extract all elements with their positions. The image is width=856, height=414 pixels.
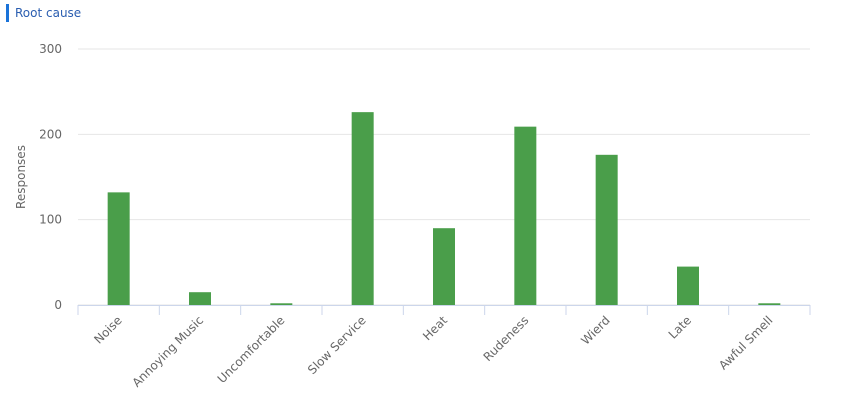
bar (758, 303, 781, 305)
y-tick-label: 200 (39, 127, 62, 141)
bar (433, 228, 455, 305)
bar (189, 292, 211, 305)
y-tick-label: 0 (54, 298, 62, 312)
x-tick-label: Wierd (578, 313, 612, 347)
x-tick-label: Annoying Music (129, 313, 206, 390)
y-axis-label: Responses (14, 145, 28, 209)
x-tick-label: Heat (420, 313, 450, 343)
x-tick-label: Uncomfortable (215, 313, 288, 386)
x-tick-label: Awful Smell (716, 313, 775, 372)
x-tick-label: Late (666, 313, 694, 341)
y-tick-label: 300 (39, 42, 62, 56)
x-tick-label: Slow Service (305, 313, 369, 377)
y-tick-label: 100 (39, 213, 62, 227)
title-accent (6, 4, 9, 22)
x-tick-label: Noise (91, 313, 124, 346)
bar (514, 126, 537, 305)
bar (595, 154, 618, 305)
chart-title: Root cause (15, 6, 81, 20)
bar (677, 266, 699, 305)
x-tick-label: Rudeness (481, 313, 532, 364)
bar (107, 192, 130, 305)
bar (351, 112, 374, 305)
bar (270, 303, 293, 305)
